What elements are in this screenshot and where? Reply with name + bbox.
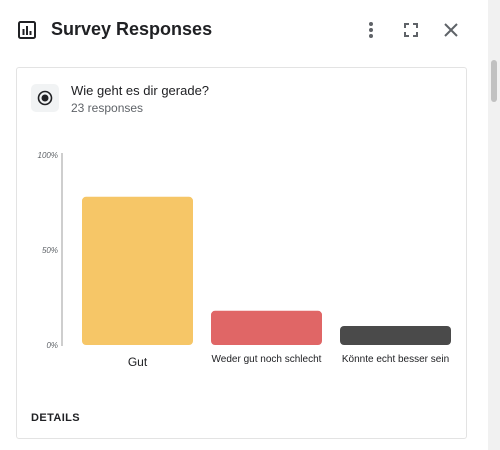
x-category-label: Weder gut noch schlecht (211, 354, 322, 365)
page-title: Survey Responses (51, 19, 213, 39)
scrollbar-thumb[interactable] (491, 60, 497, 102)
chart-bar (82, 196, 193, 345)
question-card: Wie geht es dir gerade? 23 responses 0% 5… (16, 67, 467, 439)
response-bar-chart: 0% 50% 100% (38, 151, 451, 350)
y-tick-label: 100% (38, 151, 58, 160)
question-title: Wie geht es dir gerade? (71, 83, 210, 98)
fullscreen-icon[interactable] (399, 18, 423, 42)
close-icon[interactable] (439, 18, 463, 42)
radio-button-icon (31, 84, 59, 112)
scrollbar[interactable] (488, 0, 500, 450)
y-tick-label: 50% (42, 246, 58, 255)
chart-bar (340, 326, 451, 345)
chart-bar (211, 310, 322, 345)
panel-header: Survey Responses (0, 0, 500, 62)
x-category-label: Könnte echt besser sein (341, 354, 450, 365)
bar-chart-icon (18, 21, 36, 39)
y-tick-label: 0% (46, 341, 58, 350)
response-count: 23 responses (71, 101, 144, 115)
more-vert-icon[interactable] (359, 18, 383, 42)
x-category-label: Gut (127, 355, 148, 369)
details-link[interactable]: DETAILS (31, 412, 81, 424)
